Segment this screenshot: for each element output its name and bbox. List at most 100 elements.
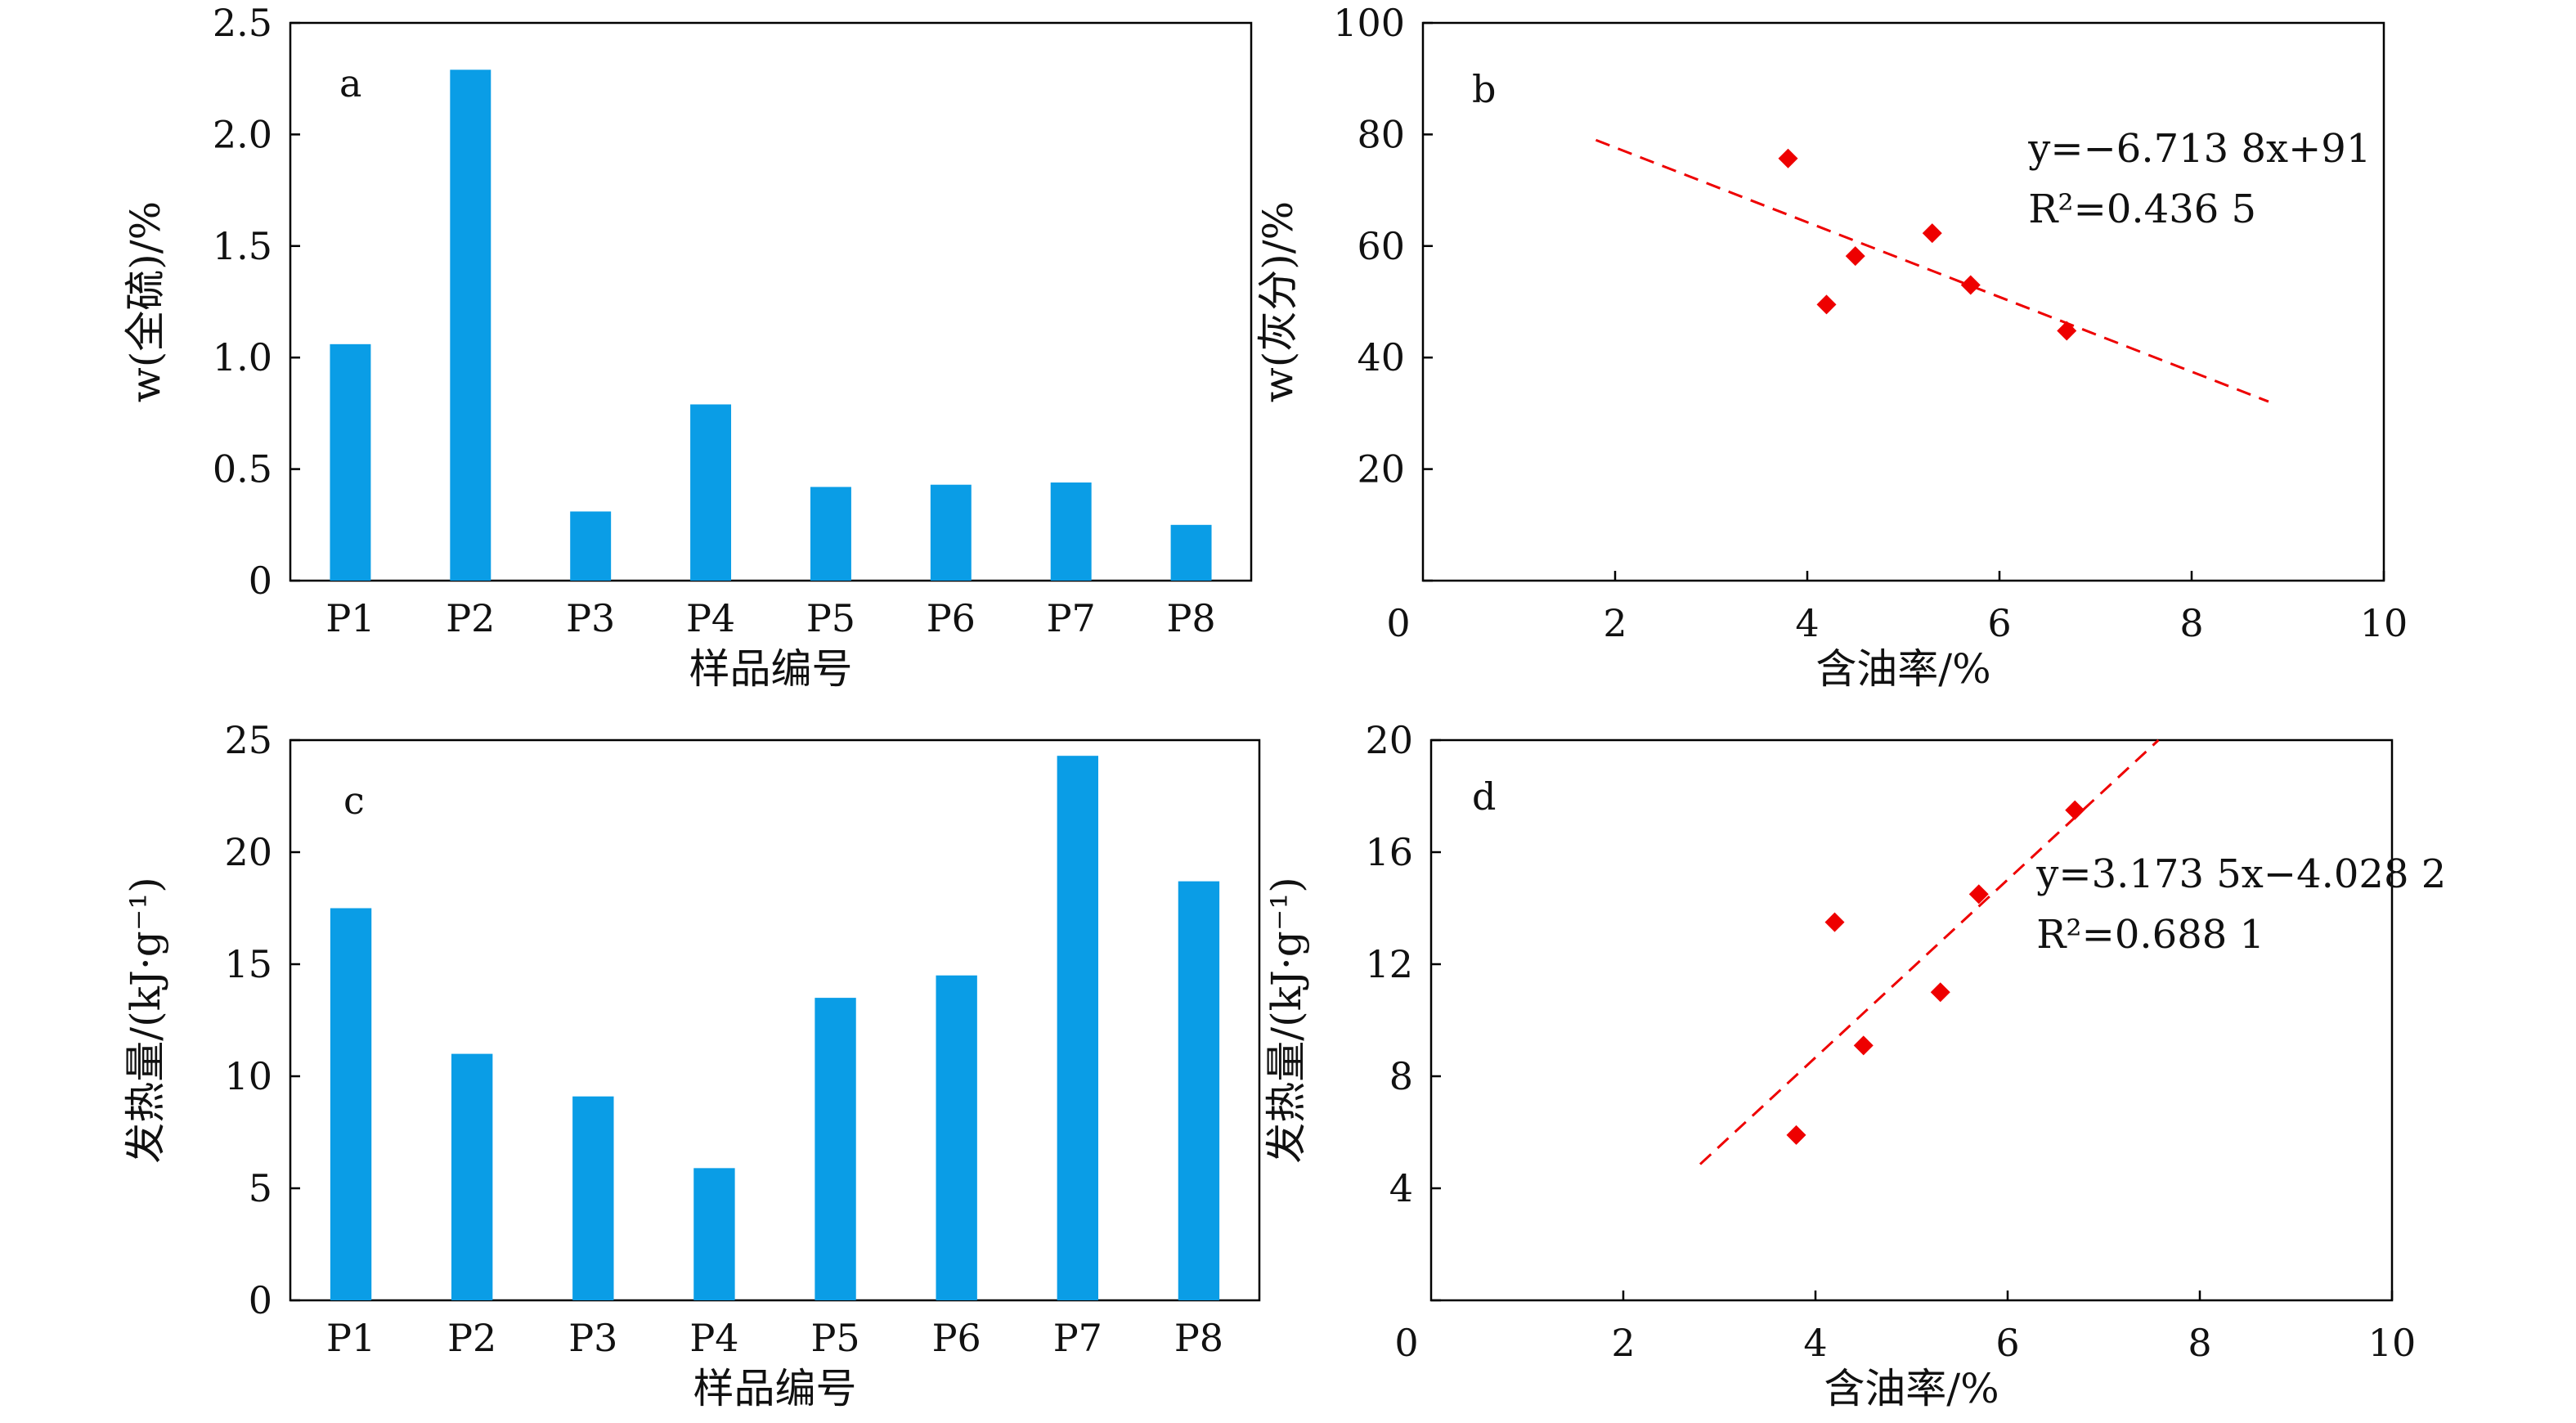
data-point [1786, 1124, 1806, 1145]
y-axis-title: w(全硫)/% [122, 201, 169, 402]
bar-p3 [572, 1096, 614, 1300]
trend-line [1595, 138, 2269, 403]
bar-p7 [1050, 482, 1092, 581]
y-tick-label: 20 [224, 830, 272, 874]
y-tick-label: 5 [249, 1166, 272, 1210]
bar-p5 [810, 487, 851, 581]
regression-equation: y=−6.713 8x+91 [2027, 126, 2371, 172]
r-squared-label: R²=0.688 1 [2036, 912, 2264, 958]
data-point [2065, 800, 2085, 820]
x-tick-label: P7 [1053, 1316, 1102, 1360]
x-axis-title: 样品编号 [689, 645, 853, 693]
y-axis-title: w(灰分)/% [1254, 201, 1302, 402]
x-tick-label: P8 [1174, 1316, 1223, 1360]
trend-line [1699, 738, 2160, 1165]
y-tick-label: 4 [1389, 1166, 1413, 1210]
bar-p1 [330, 343, 371, 581]
x-tick-label: P6 [927, 596, 976, 640]
x-axis-title: 样品编号 [693, 1365, 857, 1412]
x-tick-label: P3 [566, 596, 615, 640]
x-axis-title: 含油率/% [1815, 645, 1990, 693]
y-tick-label: 0 [249, 559, 272, 603]
bar-p6 [936, 975, 977, 1300]
y-tick-label: 25 [224, 718, 272, 762]
bar-p4 [693, 1168, 735, 1300]
data-point [1853, 1035, 1874, 1056]
data-point [1922, 223, 1942, 244]
x-tick-label: P1 [325, 596, 375, 640]
x-tick-label: P4 [689, 1316, 738, 1360]
bar-p6 [930, 484, 972, 581]
bar-p2 [451, 1053, 493, 1300]
x-tick-label: P2 [447, 1316, 496, 1360]
chart-panel-d: 4 8 12 16 20 发热量/(kJ·g⁻¹) 0 2 4 6 8 10 含油率/% y=3.173 … [1263, 718, 2446, 1412]
x-tick-label: 4 [1803, 1321, 1827, 1365]
y-tick-label: 20 [1357, 447, 1405, 492]
data-point [1824, 912, 1845, 932]
bar-p8 [1170, 524, 1212, 581]
x-tick-label: 8 [2188, 1321, 2211, 1365]
y-tick-label: 20 [1365, 718, 1413, 762]
x-tick-label: 8 [2179, 601, 2203, 645]
bar-p7 [1057, 756, 1098, 1300]
x-tick-label: 10 [2368, 1321, 2417, 1365]
plot-frame [289, 21, 1253, 582]
chart-panel-c: 0 5 10 15 20 25 发热量/(kJ·g⁻¹) P1 P2 P3 P4 P5 P6 P7 P8 样品… [122, 718, 1261, 1412]
y-tick-label: 2.0 [213, 112, 272, 156]
x-axis-title: 含油率/% [1824, 1365, 1999, 1412]
y-tick-label: 60 [1357, 224, 1405, 268]
x-tick-label: 4 [1795, 601, 1819, 645]
y-tick-label: 40 [1357, 335, 1405, 379]
data-point [1960, 275, 1981, 295]
x-tick-label: P5 [810, 1316, 859, 1360]
x-tick-label: 6 [1995, 1321, 2019, 1365]
panel-letter: b [1472, 67, 1496, 111]
y-axis-title: 发热量/(kJ·g⁻¹) [122, 877, 169, 1164]
bar-p2 [450, 70, 491, 581]
data-point [1778, 148, 1798, 168]
panel-letter: a [339, 61, 361, 105]
y-tick-label: 0.5 [213, 447, 272, 492]
x-tick-label: 2 [1611, 1321, 1635, 1365]
y-axis-title: 发热量/(kJ·g⁻¹) [1263, 877, 1310, 1164]
x-tick-label: P8 [1166, 596, 1215, 640]
y-tick-label: 8 [1389, 1054, 1413, 1098]
chart-panel-a: 0 0.5 1.0 1.5 2.0 2.5 w(全硫)/% P1 P2 P3 P4 P5 P6 P7 P8 样… [122, 1, 1253, 693]
y-tick-label: 16 [1365, 830, 1413, 874]
x-tick-label: 0 [1394, 1321, 1418, 1365]
x-tick-label: P3 [568, 1316, 617, 1360]
x-tick-label: P2 [446, 596, 495, 640]
x-tick-label: 10 [2360, 601, 2408, 645]
y-tick-label: 1.0 [213, 335, 272, 379]
x-tick-label: P1 [326, 1316, 375, 1360]
y-tick-label: 100 [1333, 1, 1405, 45]
x-tick-label: P6 [932, 1316, 981, 1360]
x-tick-label: 6 [1987, 601, 2011, 645]
data-point [1816, 294, 1837, 315]
bar-p5 [815, 998, 856, 1300]
x-tick-label: P4 [686, 596, 735, 640]
y-tick-label: 80 [1357, 112, 1405, 156]
plot-frame [1421, 21, 2385, 582]
regression-equation: y=3.173 5x−4.028 2 [2035, 851, 2446, 897]
y-tick-label: 15 [224, 942, 272, 986]
bar-p3 [570, 511, 612, 581]
y-tick-label: 2.5 [213, 1, 272, 45]
data-point [1930, 982, 1950, 1003]
y-tick-label: 10 [224, 1054, 272, 1098]
y-tick-label: 1.5 [213, 224, 272, 268]
bar-p4 [690, 404, 732, 581]
data-point [1968, 884, 1989, 905]
r-squared-label: R²=0.436 5 [2028, 186, 2256, 232]
x-tick-label: P5 [806, 596, 855, 640]
bar-p1 [330, 908, 372, 1300]
plot-frame [1429, 738, 2394, 1302]
plot-frame [289, 738, 1261, 1302]
panel-letter: d [1472, 774, 1496, 819]
y-tick-label: 12 [1365, 942, 1413, 986]
x-tick-label: P7 [1047, 596, 1096, 640]
panel-letter: c [343, 779, 365, 823]
bar-p8 [1178, 881, 1220, 1300]
data-point [2057, 321, 2077, 341]
